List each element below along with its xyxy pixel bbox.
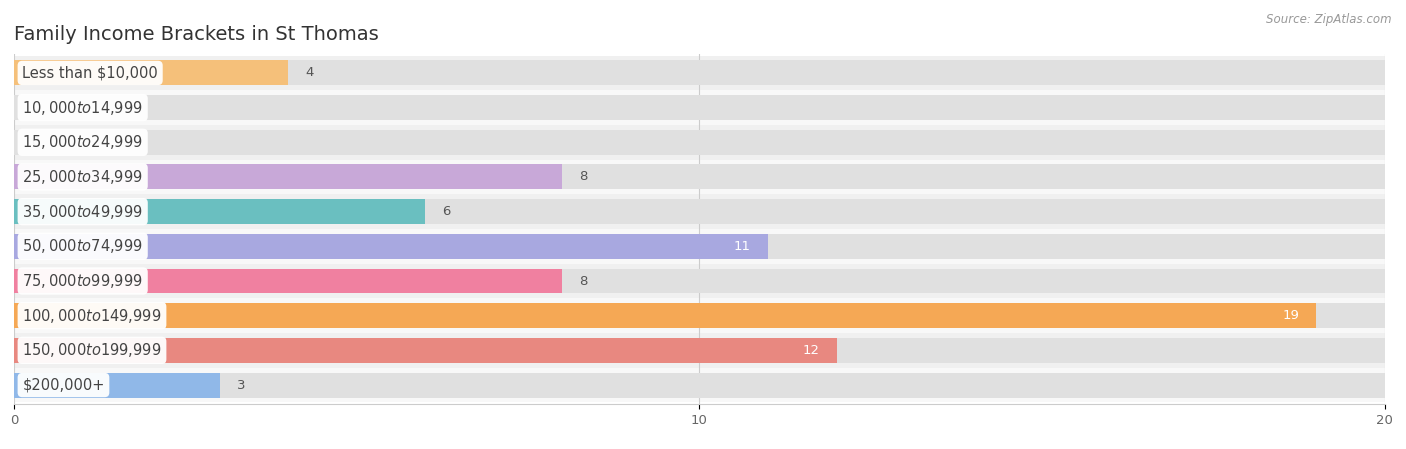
Text: Family Income Brackets in St Thomas: Family Income Brackets in St Thomas	[14, 25, 378, 44]
Bar	[14, 368, 1385, 402]
Bar	[14, 164, 562, 189]
Text: 3: 3	[236, 379, 245, 392]
Text: $35,000 to $49,999: $35,000 to $49,999	[22, 202, 143, 220]
Bar	[14, 95, 1385, 120]
Text: 19: 19	[1282, 309, 1299, 322]
Text: 0: 0	[31, 101, 39, 114]
Bar	[14, 130, 1385, 155]
Bar	[14, 199, 425, 224]
Bar	[14, 298, 1385, 333]
Bar	[14, 338, 837, 363]
Bar	[14, 269, 562, 294]
Text: $10,000 to $14,999: $10,000 to $14,999	[22, 99, 143, 117]
Bar	[14, 303, 1316, 328]
Text: $15,000 to $24,999: $15,000 to $24,999	[22, 133, 143, 151]
Text: 8: 8	[579, 171, 588, 184]
Text: 4: 4	[305, 66, 314, 79]
Text: $75,000 to $99,999: $75,000 to $99,999	[22, 272, 143, 290]
Bar	[14, 338, 1385, 363]
Text: $50,000 to $74,999: $50,000 to $74,999	[22, 238, 143, 255]
Bar	[14, 234, 1385, 259]
Bar	[14, 164, 1385, 189]
Text: Less than $10,000: Less than $10,000	[22, 66, 157, 80]
Bar	[14, 373, 219, 397]
Text: 8: 8	[579, 274, 588, 287]
Bar	[14, 269, 1385, 294]
Bar	[14, 264, 1385, 298]
Text: 12: 12	[803, 344, 820, 357]
Text: 0: 0	[31, 136, 39, 149]
Text: $25,000 to $34,999: $25,000 to $34,999	[22, 168, 143, 186]
Bar	[14, 373, 1385, 397]
Text: $100,000 to $149,999: $100,000 to $149,999	[22, 307, 162, 325]
Bar	[14, 56, 1385, 90]
Text: Source: ZipAtlas.com: Source: ZipAtlas.com	[1267, 13, 1392, 26]
Bar	[14, 160, 1385, 194]
Text: $150,000 to $199,999: $150,000 to $199,999	[22, 341, 162, 359]
Bar	[14, 303, 1385, 328]
Bar	[14, 90, 1385, 125]
Text: 11: 11	[734, 240, 751, 253]
Bar	[14, 199, 1385, 224]
Text: $200,000+: $200,000+	[22, 378, 104, 392]
Bar	[14, 125, 1385, 160]
Bar	[14, 194, 1385, 229]
Bar	[14, 229, 1385, 264]
Bar	[14, 333, 1385, 368]
Text: 6: 6	[443, 205, 451, 218]
Bar	[14, 234, 768, 259]
Bar	[14, 61, 288, 85]
Bar	[14, 61, 1385, 85]
